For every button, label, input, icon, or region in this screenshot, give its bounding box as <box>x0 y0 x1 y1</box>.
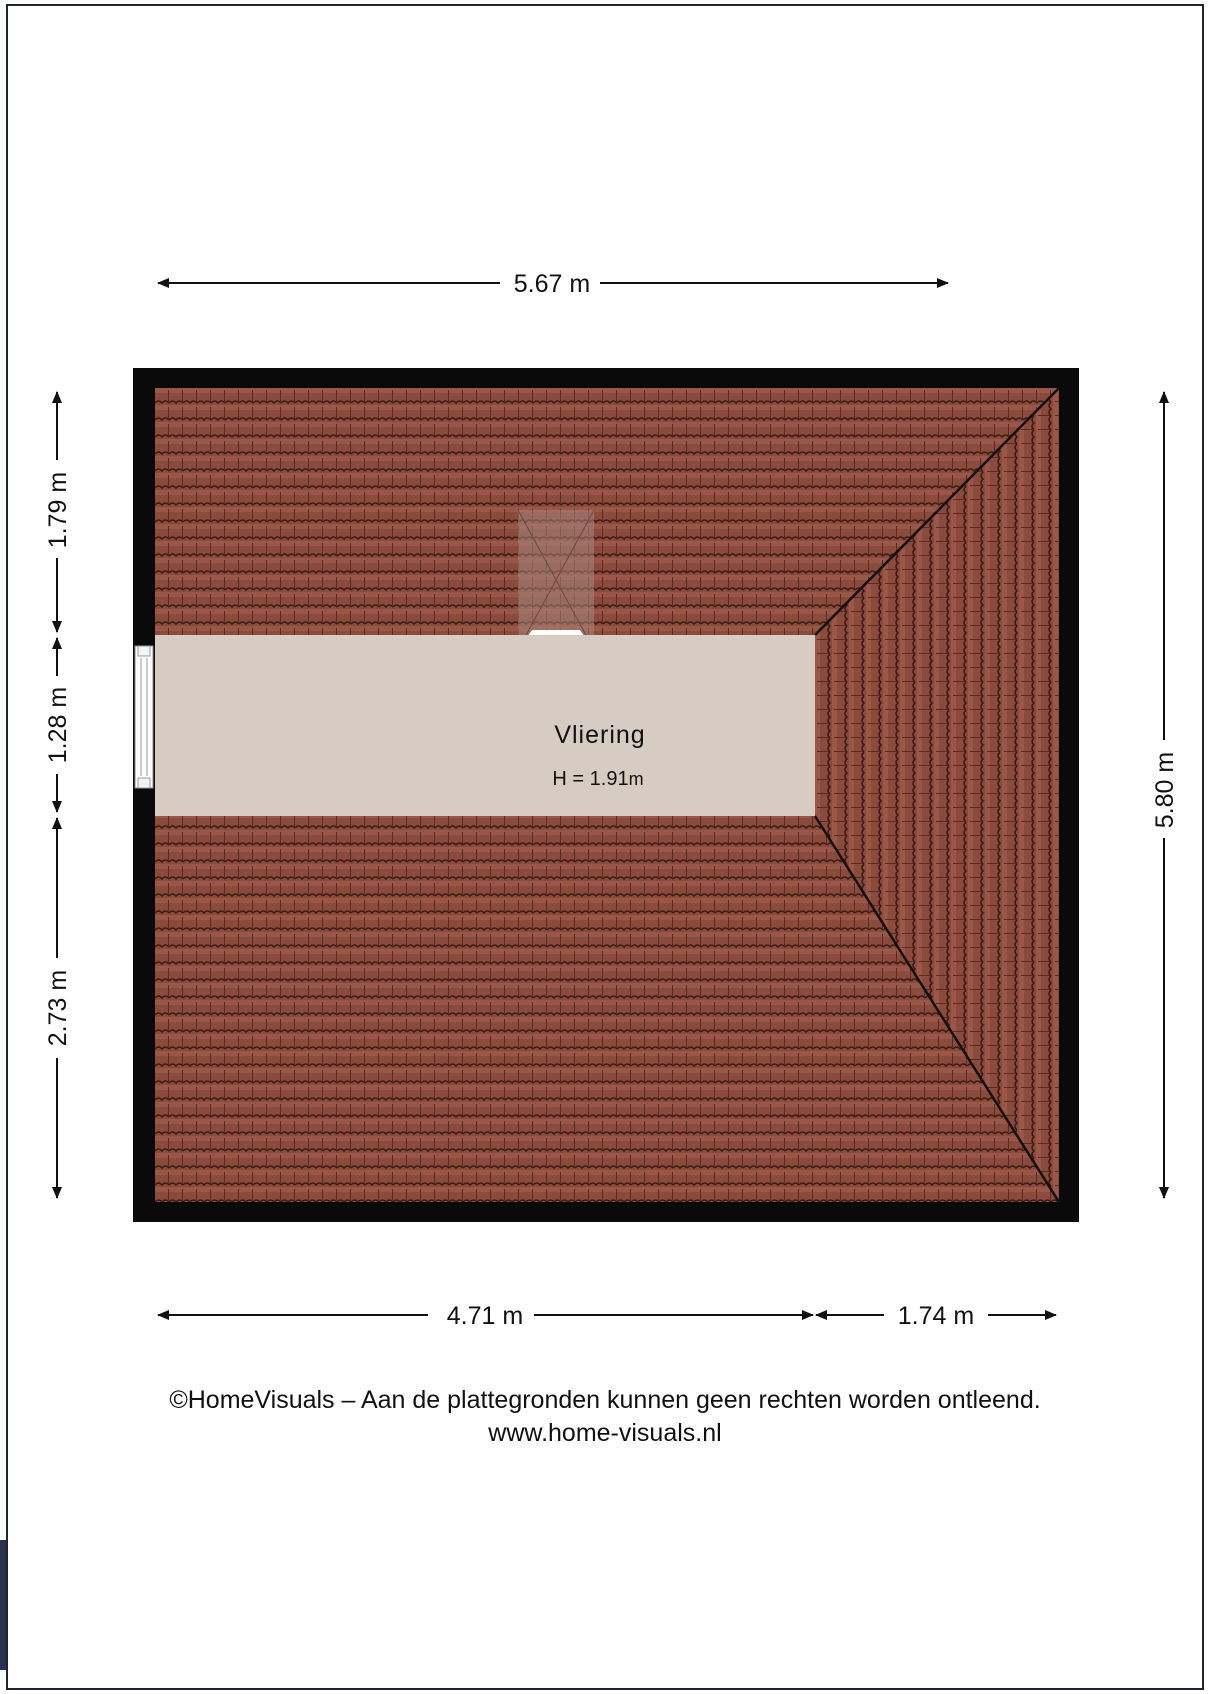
svg-text:4.71 m: 4.71 m <box>447 1302 523 1330</box>
dimension-left-top: 1.79 m <box>44 391 72 633</box>
svg-text:2.73 m: 2.73 m <box>44 970 72 1046</box>
dimension-top: 5.67 m <box>157 270 949 298</box>
window <box>134 645 154 789</box>
svg-text:1.74 m: 1.74 m <box>898 1302 974 1330</box>
dimension-bottom-right: 1.74 m <box>815 1302 1057 1330</box>
svg-text:5.80 m: 5.80 m <box>1151 752 1179 828</box>
roof-hip <box>815 388 1059 1202</box>
room-height: H = 1.91m <box>552 768 643 790</box>
svg-text:1.79 m: 1.79 m <box>44 472 72 548</box>
hip-line-top <box>814 387 1060 636</box>
dimension-right: 5.80 m <box>1151 391 1179 1199</box>
room-name: Vliering <box>554 721 645 749</box>
hip-line-bottom <box>813 815 1061 1203</box>
svg-text:1.28 m: 1.28 m <box>44 687 72 763</box>
skylight <box>517 509 595 651</box>
dimension-left-middle: 1.28 m <box>44 637 72 813</box>
dimension-bottom-left: 4.71 m <box>157 1302 814 1330</box>
dimension-left-bottom: 2.73 m <box>44 817 72 1199</box>
room-floor <box>155 635 815 816</box>
copyright-notice: ©HomeVisuals – Aan de plattegronden kunn… <box>169 1386 1041 1414</box>
edge-marker <box>0 1540 6 1670</box>
svg-text:5.67 m: 5.67 m <box>514 270 590 298</box>
website-link[interactable]: www.home-visuals.nl <box>488 1419 722 1447</box>
